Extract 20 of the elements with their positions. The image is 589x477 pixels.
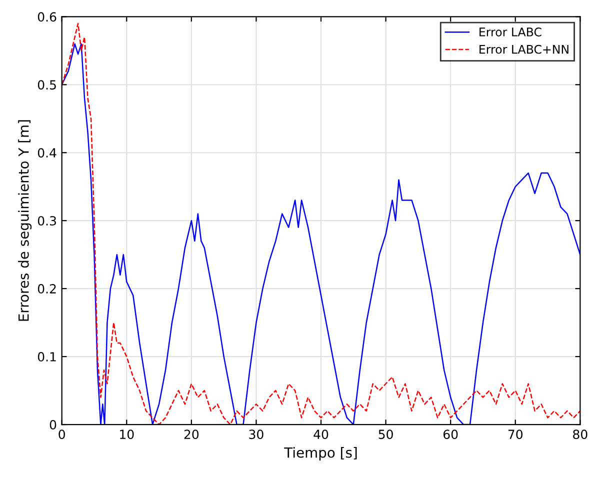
x-tick-label: 50: [378, 430, 393, 440]
x-tick-label: 10: [120, 430, 134, 440]
x-tick-label: 80: [573, 430, 588, 440]
legend-label: Error LABC: [480, 28, 542, 36]
x-tick-label: 30: [249, 430, 264, 440]
y-axis-title: Errores de seguimiento Y [m]: [18, 120, 32, 321]
y-tick-label: 0.3: [38, 216, 56, 226]
y-tick-label: 0.1: [38, 352, 56, 362]
x-tick-label: 60: [444, 430, 458, 440]
x-tick-label: 0: [58, 430, 65, 440]
y-tick-label: 0.4: [38, 148, 56, 158]
y-tick-label: 0.2: [38, 284, 56, 294]
y-tick-label: 0.6: [38, 12, 56, 22]
x-axis-title: Tiempo [s]: [284, 447, 357, 460]
x-tick-label: 70: [508, 430, 522, 440]
y-tick-label: 0: [50, 420, 56, 430]
x-tick-label: 20: [184, 430, 199, 440]
y-tick-label: 0.5: [38, 80, 56, 90]
legend-label: Error LABC+NN: [480, 44, 568, 54]
x-tick-label: 40: [314, 430, 328, 440]
